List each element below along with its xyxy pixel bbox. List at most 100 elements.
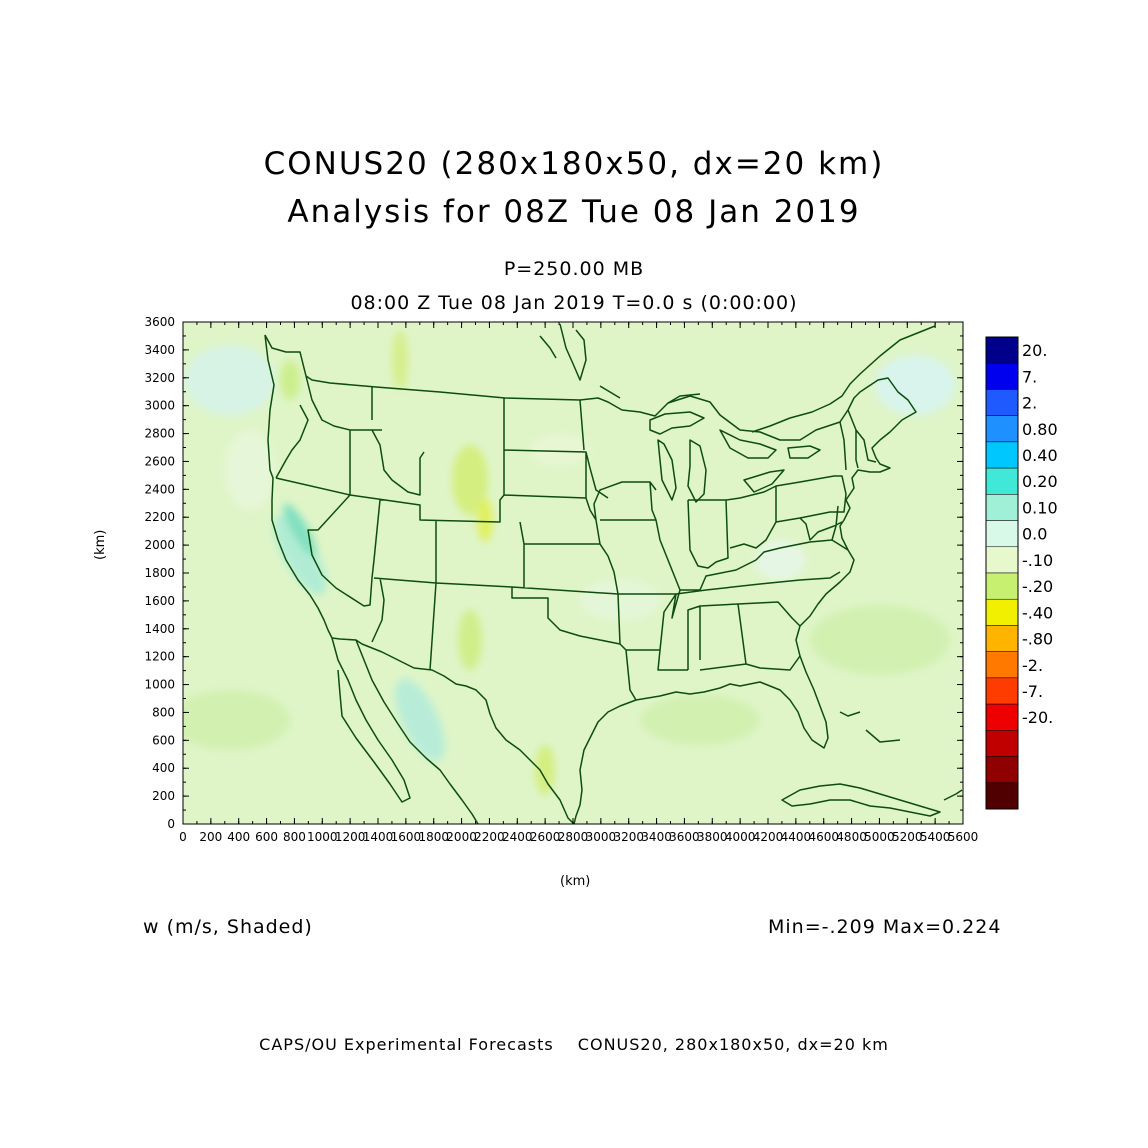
colorbar-swatch — [985, 520, 1019, 548]
x-tick-label: 3400 — [641, 830, 672, 844]
x-tick-label: 4400 — [781, 830, 812, 844]
colorbar-swatch — [985, 756, 1019, 784]
x-tick-label: 600 — [255, 830, 278, 844]
state-lines — [275, 375, 877, 701]
x-tick-label: 1400 — [363, 830, 394, 844]
x-tick-label: 5000 — [864, 830, 895, 844]
x-tick-label: 0 — [179, 830, 187, 844]
mexico-border — [331, 637, 575, 824]
y-axis-label: (km) — [93, 529, 108, 560]
canada-border-east — [599, 325, 936, 433]
gulf-of-california — [355, 639, 479, 824]
colorbar-swatch — [985, 625, 1019, 652]
colorbar-label: -.20 — [1022, 577, 1053, 596]
footer-credit: CAPS/OU Experimental Forecasts CONUS20, … — [0, 1035, 1148, 1054]
y-tick-label: 2000 — [144, 538, 175, 552]
x-tick-label: 5400 — [920, 830, 951, 844]
west-coast — [264, 334, 333, 639]
y-tick-label: 600 — [152, 733, 175, 747]
colorbar-swatch — [985, 651, 1019, 679]
colorbar-swatch — [985, 389, 1019, 416]
y-tick-label: 1800 — [144, 566, 175, 580]
x-tick-label: 3200 — [613, 830, 644, 844]
y-axis-ticks: 0 200 400 600 800 1000 1200 1400 1600 1800 2000 220… — [144, 315, 963, 831]
colorbar-swatch — [985, 782, 1019, 810]
colorbar-label: -.40 — [1022, 603, 1053, 622]
colorbar-swatch — [985, 677, 1019, 705]
x-tick-label: 3000 — [586, 830, 617, 844]
y-tick-label: 1000 — [144, 678, 175, 692]
colorbar-label: 7. — [1022, 367, 1037, 386]
colorbar-label: 0.20 — [1022, 472, 1058, 491]
y-tick-label: 1200 — [144, 650, 175, 664]
footer-right: CONUS20, 280x180x50, dx=20 km — [577, 1035, 889, 1054]
shaded-w-field — [183, 322, 963, 824]
islands — [781, 711, 963, 817]
colorbar-frame — [985, 336, 1019, 810]
x-tick-label: 4800 — [836, 830, 867, 844]
y-tick-label: 3200 — [144, 371, 175, 385]
colorbar-label: -2. — [1022, 656, 1043, 675]
colorbar-swatch — [985, 598, 1019, 626]
colorbar-label: 0.0 — [1022, 525, 1047, 544]
x-tick-label: 200 — [199, 830, 222, 844]
pressure-level-label: P=250.00 MB — [503, 258, 645, 280]
colorbar-label: -.10 — [1022, 551, 1053, 570]
y-tick-label: 200 — [152, 789, 175, 803]
colorbar-swatch — [985, 415, 1019, 443]
y-tick-label: 1400 — [144, 622, 175, 636]
colorbar-swatch — [985, 362, 1019, 390]
colorbar-swatch — [985, 441, 1019, 469]
colorbar-swatch — [985, 730, 1019, 757]
y-tick-label: 0 — [167, 817, 175, 831]
y-tick-label: 3000 — [144, 399, 175, 413]
colorbar-swatch — [985, 546, 1019, 574]
x-tick-label: 2800 — [558, 830, 589, 844]
x-tick-label: 2000 — [446, 830, 477, 844]
y-tick-label: 800 — [152, 705, 175, 719]
x-axis-ticks: 0 200 400 600 800 100012001400160018002000220… — [179, 322, 978, 844]
baja-coast — [331, 637, 411, 803]
colorbar-label: 2. — [1022, 394, 1037, 413]
x-tick-label: 2200 — [474, 830, 505, 844]
valid-time-label: 08:00 Z Tue 08 Jan 2019 T=0.0 s (0:00:00… — [350, 292, 798, 314]
x-tick-label: 4000 — [725, 830, 756, 844]
y-tick-label: 2800 — [144, 427, 175, 441]
title-line-1: CONUS20 (280x180x50, dx=20 km) — [263, 146, 885, 182]
y-tick-label: 3600 — [144, 315, 175, 329]
title-line-2: Analysis for 08Z Tue 08 Jan 2019 — [287, 194, 861, 230]
x-tick-label: 5600 — [948, 830, 979, 844]
colorbar-label: -7. — [1022, 682, 1043, 701]
y-tick-label: 2400 — [144, 482, 175, 496]
hudson-bay-fragment — [539, 323, 587, 381]
x-tick-label: 2600 — [530, 830, 561, 844]
colorbar-swatch — [985, 336, 1019, 364]
colorbar-label: 0.80 — [1022, 420, 1058, 439]
x-tick-label: 2400 — [502, 830, 533, 844]
min-max-label: Min=-.209 Max=0.224 — [768, 916, 1002, 938]
x-tick-label: 3800 — [697, 830, 728, 844]
x-tick-label: 1200 — [335, 830, 366, 844]
colorbar-swatch — [985, 572, 1019, 600]
variable-label: w (m/s, Shaded) — [143, 916, 313, 938]
x-tick-label: 800 — [283, 830, 306, 844]
colorbar-label: 0.40 — [1022, 446, 1058, 465]
x-tick-label: 5200 — [892, 830, 923, 844]
state-boundaries — [264, 323, 963, 824]
us-outline — [264, 334, 917, 824]
colorbar-swatch — [985, 467, 1019, 495]
colorbar-label: 0.10 — [1022, 498, 1058, 517]
colorbar-swatch — [985, 494, 1019, 521]
colorbar-label: -.80 — [1022, 630, 1053, 649]
y-tick-label: 3400 — [144, 343, 175, 357]
y-tick-label: 2600 — [144, 454, 175, 468]
x-tick-label: 400 — [227, 830, 250, 844]
x-tick-label: 4200 — [753, 830, 784, 844]
colorbar-label: -20. — [1022, 708, 1053, 727]
x-tick-label: 1600 — [391, 830, 422, 844]
colorbar-label: 20. — [1022, 341, 1047, 360]
x-tick-label: 1800 — [418, 830, 449, 844]
great-lakes — [649, 411, 821, 503]
colorbar-swatch — [985, 703, 1019, 731]
